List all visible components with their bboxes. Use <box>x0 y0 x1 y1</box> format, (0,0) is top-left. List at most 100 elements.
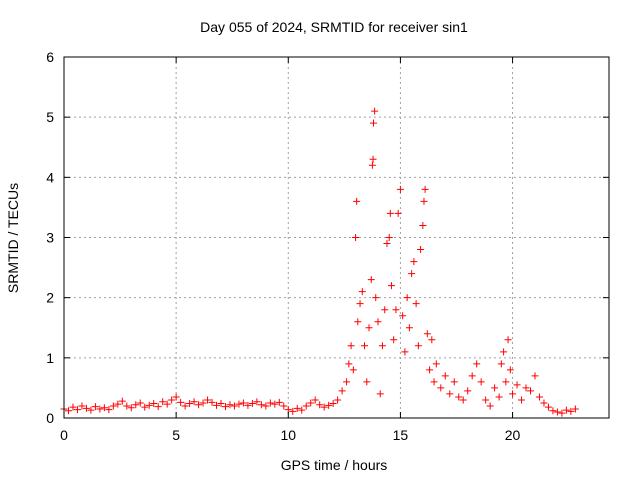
data-point <box>387 282 395 290</box>
data-point <box>163 400 171 408</box>
y-tick-label: 2 <box>46 290 54 306</box>
data-point <box>477 378 485 386</box>
data-point <box>73 406 81 414</box>
data-point <box>368 161 376 169</box>
data-point <box>244 401 252 409</box>
data-point <box>500 348 508 356</box>
data-point <box>141 403 149 411</box>
data-point <box>195 401 203 409</box>
data-point <box>204 396 212 404</box>
data-point <box>371 107 379 115</box>
data-point <box>87 406 95 414</box>
data-point <box>446 390 454 398</box>
data-point <box>495 393 503 401</box>
data-point <box>159 398 167 406</box>
data-point <box>329 400 337 408</box>
data-point <box>109 402 117 410</box>
data-point <box>266 399 274 407</box>
data-point <box>100 404 108 412</box>
data-point <box>381 306 389 314</box>
data-points <box>60 107 579 417</box>
data-point <box>497 360 505 368</box>
data-point <box>347 342 355 350</box>
x-tick-label: 20 <box>505 427 521 443</box>
data-point <box>293 404 301 412</box>
data-point <box>358 288 366 296</box>
data-point <box>558 409 566 417</box>
data-point <box>378 342 386 350</box>
data-point <box>78 402 86 410</box>
data-point <box>298 406 306 414</box>
data-point <box>354 318 362 326</box>
data-point <box>69 403 77 411</box>
data-point <box>408 270 416 278</box>
data-point <box>132 401 140 409</box>
data-point <box>392 306 400 314</box>
y-tick-label: 5 <box>46 109 54 125</box>
data-point <box>136 399 144 407</box>
data-point <box>518 396 526 404</box>
data-point <box>549 407 557 415</box>
data-point <box>127 404 135 412</box>
data-point <box>353 197 361 205</box>
data-point <box>417 246 425 254</box>
data-point <box>365 324 373 332</box>
data-point <box>399 312 407 320</box>
data-point <box>352 234 360 241</box>
data-point <box>430 378 438 386</box>
x-axis-label: GPS time / hours <box>281 457 388 473</box>
data-point <box>540 399 548 407</box>
data-point <box>464 387 472 395</box>
data-point <box>307 399 315 407</box>
data-point <box>370 119 378 127</box>
data-point <box>390 336 398 344</box>
y-axis-label: SRMTID / TECUs <box>5 183 21 293</box>
data-point <box>455 393 463 401</box>
data-point <box>320 403 328 411</box>
data-point <box>450 378 458 386</box>
axis-ticks <box>63 56 609 419</box>
data-point <box>280 402 288 410</box>
data-point <box>571 405 579 413</box>
data-point <box>262 402 270 410</box>
data-point <box>509 390 517 398</box>
data-point <box>190 398 198 406</box>
data-point <box>343 378 351 386</box>
grid-lines <box>64 57 609 418</box>
data-point <box>527 387 535 395</box>
data-point <box>432 360 440 368</box>
data-point <box>181 402 189 410</box>
data-point <box>271 400 279 408</box>
chart-title: Day 055 of 2024, SRMTID for receiver sin… <box>200 19 468 35</box>
data-point <box>491 384 499 392</box>
data-point <box>401 348 409 356</box>
data-point <box>544 403 552 411</box>
y-tick-label: 1 <box>46 350 54 366</box>
data-point <box>275 398 283 406</box>
data-point <box>114 400 122 408</box>
y-tick-label: 0 <box>46 410 54 426</box>
data-point <box>253 398 261 406</box>
data-point <box>513 381 521 389</box>
data-point <box>535 393 543 401</box>
data-point <box>383 240 391 248</box>
data-point <box>361 342 369 350</box>
data-point <box>325 401 333 409</box>
data-point <box>363 378 371 386</box>
data-point <box>423 330 431 338</box>
data-point <box>504 336 512 344</box>
data-point <box>396 185 404 193</box>
data-point <box>506 366 514 374</box>
data-point <box>428 336 436 344</box>
data-point <box>502 378 510 386</box>
data-point <box>82 404 90 412</box>
data-point <box>522 384 530 392</box>
data-point <box>482 396 490 404</box>
data-point <box>356 300 364 308</box>
x-tick-label: 0 <box>60 427 68 443</box>
data-point <box>410 258 418 266</box>
data-point <box>235 400 243 408</box>
data-point <box>177 398 185 406</box>
